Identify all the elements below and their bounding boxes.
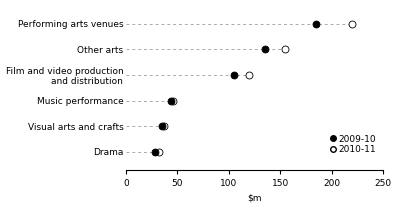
2009-10 <box>152 150 158 154</box>
2009-10 <box>313 22 319 25</box>
X-axis label: $m: $m <box>247 193 262 202</box>
2010-11 <box>156 150 162 154</box>
2009-10 <box>168 99 174 102</box>
2009-10 <box>262 48 268 51</box>
2010-11 <box>246 73 252 77</box>
Legend: 2009-10, 2010-11: 2009-10, 2010-11 <box>328 132 378 157</box>
2010-11 <box>349 22 355 25</box>
2009-10 <box>231 73 237 77</box>
2009-10 <box>159 125 165 128</box>
2010-11 <box>161 125 167 128</box>
2010-11 <box>170 99 177 102</box>
2010-11 <box>282 48 289 51</box>
